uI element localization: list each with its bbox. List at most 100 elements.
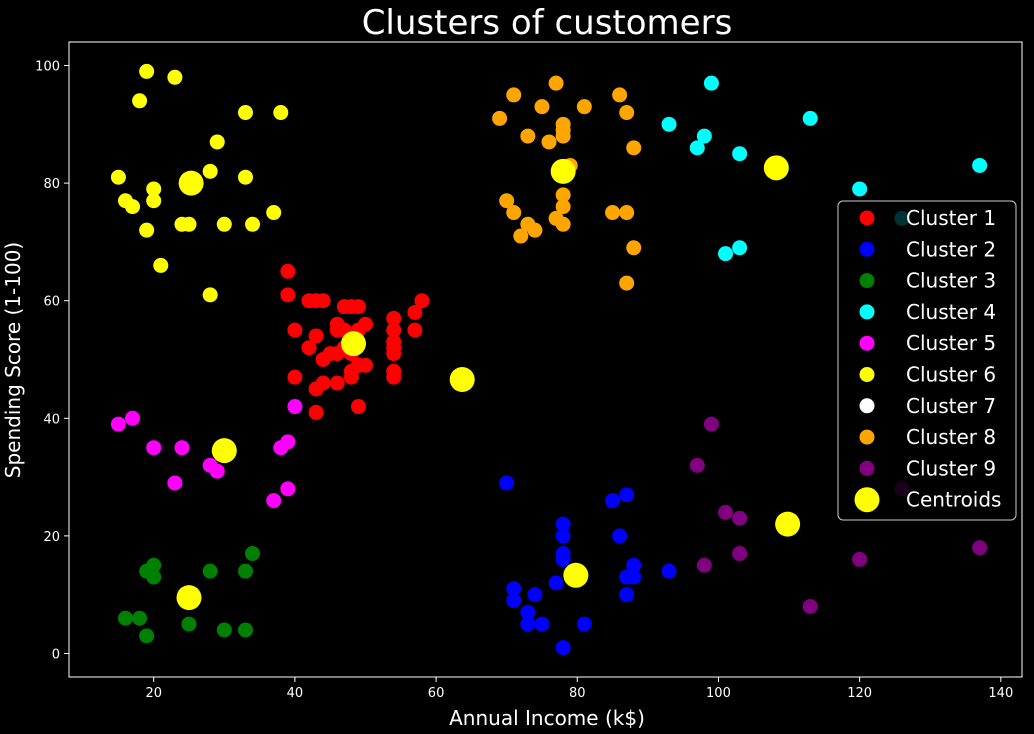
centroid-point xyxy=(775,511,801,537)
y-tick-label: 40 xyxy=(43,412,60,427)
x-tick-label: 120 xyxy=(847,686,872,701)
y-axis-label: Spending Score (1-100) xyxy=(1,242,25,478)
data-point-cluster-4 xyxy=(972,157,988,173)
data-point-cluster-4 xyxy=(852,181,868,197)
legend-label: Cluster 5 xyxy=(906,331,996,355)
data-point-cluster-1 xyxy=(386,369,402,385)
data-point-cluster-6 xyxy=(153,257,169,273)
centroid-point xyxy=(211,438,237,464)
data-point-cluster-3 xyxy=(146,557,162,573)
data-point-cluster-8 xyxy=(555,128,571,144)
data-point-cluster-6 xyxy=(202,287,218,303)
data-point-cluster-5 xyxy=(174,440,190,456)
data-point-cluster-6 xyxy=(139,222,155,238)
data-point-cluster-3 xyxy=(216,622,232,638)
legend-marker xyxy=(859,460,875,476)
data-point-cluster-9 xyxy=(802,598,818,614)
y-tick-label: 100 xyxy=(35,60,60,75)
data-point-cluster-8 xyxy=(506,205,522,221)
data-point-cluster-8 xyxy=(619,105,635,121)
data-point-cluster-4 xyxy=(802,110,818,126)
data-point-cluster-5 xyxy=(125,410,141,426)
data-point-cluster-2 xyxy=(576,616,592,632)
x-tick-label: 100 xyxy=(706,686,731,701)
data-point-cluster-3 xyxy=(117,610,133,626)
data-point-cluster-1 xyxy=(407,304,423,320)
data-point-cluster-8 xyxy=(534,99,550,115)
data-point-cluster-1 xyxy=(350,299,366,315)
data-point-cluster-3 xyxy=(181,616,197,632)
data-point-cluster-2 xyxy=(499,475,515,491)
chart-title: Clusters of customers xyxy=(362,3,733,43)
data-point-cluster-8 xyxy=(576,99,592,115)
legend-marker xyxy=(854,487,880,513)
data-point-cluster-1 xyxy=(357,357,373,373)
data-point-cluster-6 xyxy=(273,105,289,121)
data-point-cluster-5 xyxy=(110,416,126,432)
data-point-cluster-6 xyxy=(202,163,218,179)
legend-label: Centroids xyxy=(906,488,1001,512)
data-points xyxy=(110,63,988,656)
data-point-cluster-2 xyxy=(626,569,642,585)
x-axis-label: Annual Income (k$) xyxy=(449,706,645,730)
data-point-cluster-2 xyxy=(612,528,628,544)
data-point-cluster-8 xyxy=(619,205,635,221)
data-point-cluster-8 xyxy=(555,187,571,203)
legend-label: Cluster 3 xyxy=(906,269,996,293)
data-point-cluster-2 xyxy=(527,587,543,603)
data-point-cluster-1 xyxy=(280,287,296,303)
centroid-point xyxy=(563,562,589,588)
legend-marker xyxy=(859,241,875,257)
centroid-point xyxy=(176,585,202,611)
data-point-cluster-1 xyxy=(287,322,303,338)
data-point-cluster-1 xyxy=(287,369,303,385)
legend: Cluster 1 Cluster 2 Cluster 3 Cluster 4 Clus… xyxy=(837,200,1017,521)
data-point-cluster-1 xyxy=(315,293,331,309)
data-point-cluster-9 xyxy=(732,546,748,562)
x-tick-label: 140 xyxy=(988,686,1013,701)
legend-marker xyxy=(859,304,875,320)
data-point-cluster-2 xyxy=(506,581,522,597)
x-tick-label: 20 xyxy=(145,686,162,701)
legend-marker xyxy=(859,210,875,226)
data-point-cluster-9 xyxy=(703,416,719,432)
data-point-cluster-5 xyxy=(280,481,296,497)
data-point-cluster-9 xyxy=(732,510,748,526)
data-point-cluster-3 xyxy=(245,546,261,562)
centroid-point xyxy=(763,155,789,181)
data-point-cluster-3 xyxy=(237,563,253,579)
data-point-cluster-4 xyxy=(689,140,705,156)
data-point-cluster-2 xyxy=(661,563,677,579)
y-tick-label: 60 xyxy=(43,295,60,310)
data-point-cluster-2 xyxy=(534,616,550,632)
data-point-cluster-6 xyxy=(146,181,162,197)
legend-marker xyxy=(859,273,875,289)
centroid-point xyxy=(449,366,475,392)
x-axis-ticks: 20 40 60 80 100 120 140 xyxy=(145,677,1013,701)
data-point-cluster-2 xyxy=(605,493,621,509)
data-point-cluster-1 xyxy=(329,375,345,391)
data-point-cluster-5 xyxy=(209,463,225,479)
legend-label: Cluster 7 xyxy=(906,394,996,418)
data-point-cluster-3 xyxy=(237,622,253,638)
centroid-point xyxy=(550,158,576,184)
legend-marker xyxy=(859,335,875,351)
data-point-cluster-8 xyxy=(605,205,621,221)
centroid-points xyxy=(176,155,801,611)
data-point-cluster-9 xyxy=(852,551,868,567)
data-point-cluster-3 xyxy=(146,569,162,585)
data-point-cluster-3 xyxy=(139,628,155,644)
y-tick-label: 0 xyxy=(52,647,60,662)
legend-label: Cluster 8 xyxy=(906,425,996,449)
data-point-cluster-2 xyxy=(548,575,564,591)
data-point-cluster-1 xyxy=(386,346,402,362)
data-point-cluster-8 xyxy=(619,275,635,291)
data-point-cluster-5 xyxy=(146,440,162,456)
data-point-cluster-1 xyxy=(308,404,324,420)
legend-label: Cluster 4 xyxy=(906,300,996,324)
data-point-cluster-1 xyxy=(308,328,324,344)
data-point-cluster-6 xyxy=(237,105,253,121)
data-point-cluster-5 xyxy=(287,399,303,415)
x-tick-label: 40 xyxy=(287,686,304,701)
data-point-cluster-6 xyxy=(167,69,183,85)
